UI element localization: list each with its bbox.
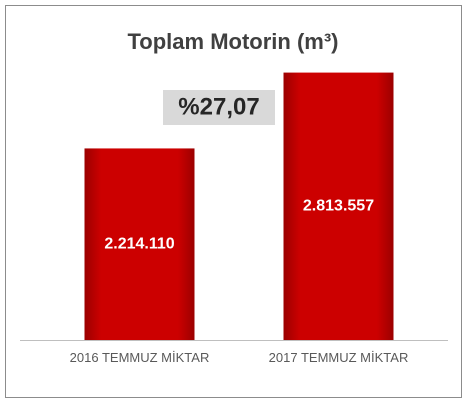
bar [283, 72, 394, 340]
value-label: 2.214.110 [104, 235, 174, 252]
bar [84, 148, 195, 340]
annotation: %27,07 [178, 93, 259, 120]
annotation-box [163, 90, 275, 125]
x-tick-label: 2016 TEMMUZ MİKTAR [69, 350, 210, 365]
x-tick-label: 2017 TEMMUZ MİKTAR [268, 350, 409, 365]
chart-title: Toplam Motorin (m³) [128, 29, 339, 54]
value-label: 2.813.557 [303, 198, 374, 215]
